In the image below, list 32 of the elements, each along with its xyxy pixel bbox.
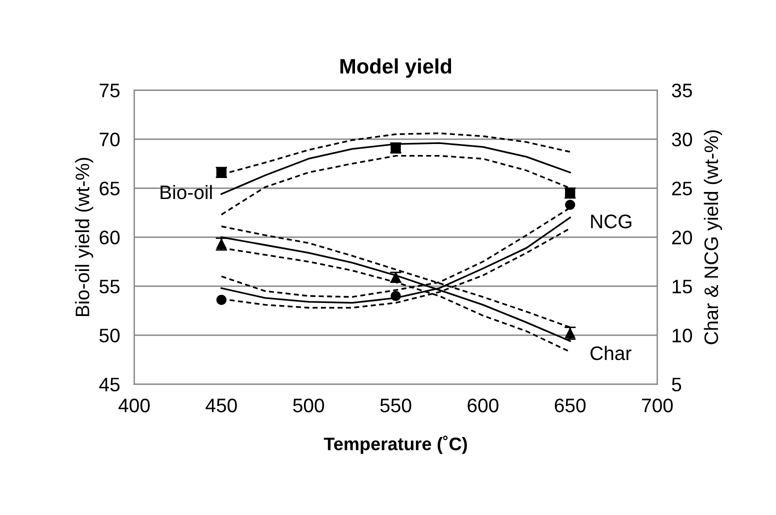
y-tick-label: 65 xyxy=(100,182,120,196)
series-label: NCG xyxy=(591,214,632,228)
x-tick-label: 550 xyxy=(380,398,412,412)
chart-title: Model yield xyxy=(340,58,452,78)
point xyxy=(565,200,576,210)
x-axis-title: Temperature (˚C) xyxy=(324,436,467,454)
point xyxy=(390,290,401,302)
series-label: Char xyxy=(590,346,632,360)
x-tick-label: 600 xyxy=(468,398,498,412)
y2-tick-label: 30 xyxy=(672,132,692,146)
x-tick-label: 500 xyxy=(293,398,324,412)
y2-tick-label: 5 xyxy=(672,378,682,392)
point xyxy=(216,294,227,305)
series-label: Bio-oil xyxy=(160,184,212,200)
y2-axis-title: Char & NCG yield (wt-%) xyxy=(704,130,722,344)
y-axis-title: Bio-oil yield (wt-%) xyxy=(75,158,94,316)
y2-tick-label: 20 xyxy=(672,230,692,244)
y-tick-label: 45 xyxy=(99,378,120,392)
y2-tick-label: 10 xyxy=(672,328,692,342)
y-tick-label: 75 xyxy=(100,84,120,98)
x-tick-label: 700 xyxy=(642,398,673,412)
x-tick-label: 650 xyxy=(554,398,586,412)
y-tick-label: 60 xyxy=(100,230,120,244)
x-tick-label: 450 xyxy=(206,398,237,412)
y-tick-label: 70 xyxy=(100,132,120,146)
y2-tick-label: 15 xyxy=(672,280,692,294)
y2-tick-label: 25 xyxy=(672,182,692,196)
line-series xyxy=(220,142,571,195)
y-tick-label: 55 xyxy=(100,280,120,294)
x-tick-label: 400 xyxy=(118,398,150,412)
y2-tick-label: 35 xyxy=(672,84,692,98)
y-tick-label: 50 xyxy=(100,328,120,342)
